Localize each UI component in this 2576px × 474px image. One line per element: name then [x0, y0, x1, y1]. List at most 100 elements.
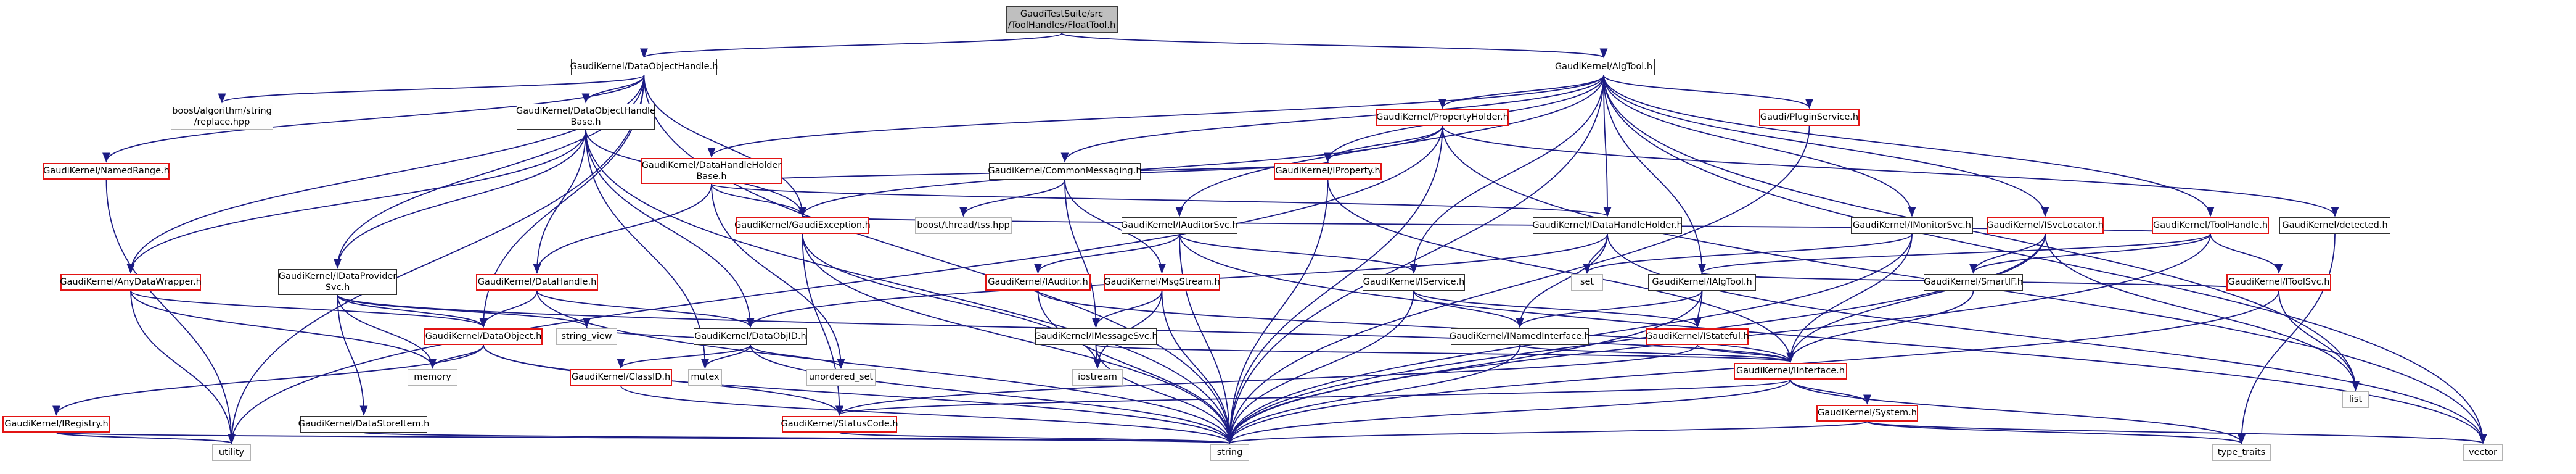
graph-node-datahandle[interactable]: GaudiKernel/DataHandle.h: [476, 274, 598, 291]
include-edge: [1698, 233, 2211, 274]
graph-node-dataobjecthandlebase[interactable]: GaudiKernel/DataObjectHandle Base.h: [516, 104, 655, 130]
include-edge: [620, 385, 1234, 444]
include-edge: [617, 344, 751, 369]
include-edge: [1034, 233, 1180, 274]
include-edge: [1064, 179, 1166, 274]
include-edge: [2210, 233, 2283, 274]
graph-node-smartif[interactable]: GaudiKernel/SmartIF.h: [1924, 274, 2023, 291]
include-edge: [1786, 290, 1974, 363]
include-edge: [55, 432, 236, 444]
include-edge: [337, 294, 437, 369]
include-edge: [1095, 344, 1234, 444]
graph-node-namedrange[interactable]: GaudiKernel/NamedRange.h: [43, 163, 170, 180]
include-edge: [1061, 33, 1607, 59]
include-edge: [1226, 290, 1703, 444]
include-edge: [533, 129, 586, 274]
include-edge: [1226, 125, 1810, 444]
graph-node-unordered_set[interactable]: unordered_set: [806, 369, 876, 386]
include-edge: [536, 290, 1234, 444]
graph-node-datahandleholderbase[interactable]: GaudiKernel/DataHandleHolder Base.h: [641, 158, 782, 184]
include-edge: [1409, 75, 1604, 274]
include-edge: [585, 129, 709, 369]
include-edge: [1866, 421, 2246, 444]
include-edge: [1226, 290, 1414, 444]
graph-node-system[interactable]: GaudiKernel/System.h: [1816, 405, 1918, 422]
graph-node-anydatawrapper[interactable]: GaudiKernel/AnyDataWrapper.h: [60, 274, 202, 291]
include-edge: [800, 215, 2211, 235]
graph-node-iservice[interactable]: GaudiKernel/IService.h: [1363, 274, 1465, 291]
include-edge: [643, 75, 806, 217]
include-edge: [1697, 344, 1795, 363]
graph-node-toolhandle[interactable]: GaudiKernel/ToolHandle.h: [2152, 217, 2269, 234]
graph-node-vector[interactable]: vector: [2463, 444, 2503, 461]
graph-node-utility[interactable]: utility: [212, 444, 251, 461]
graph-node-string_view[interactable]: string_view: [556, 328, 617, 345]
graph-node-commonmessaging[interactable]: GaudiKernel/CommonMessaging.h: [988, 163, 1142, 180]
graph-node-detected[interactable]: GaudiKernel/detected.h: [2279, 217, 2390, 234]
include-edge: [52, 344, 484, 416]
include-edge: [581, 75, 645, 104]
include-edge: [1516, 290, 1703, 328]
graph-node-dataobjecthandle[interactable]: GaudiKernel/DataObjectHandle.h: [570, 59, 718, 75]
include-edge: [1786, 233, 1913, 363]
include-edge: [585, 129, 755, 328]
graph-node-statuscode[interactable]: GaudiKernel/StatusCode.h: [781, 416, 898, 433]
graph-node-gaudiexception[interactable]: GaudiKernel/GaudiException.h: [734, 217, 871, 234]
graph-node-iinterface[interactable]: GaudiKernel/IInterface.h: [1734, 363, 1847, 380]
graph-node-iauditorsvc[interactable]: GaudiKernel/IAuditorSvc.h: [1121, 217, 1238, 234]
graph-node-floattool[interactable]: GaudiTestSuite/src /ToolHandles/FloatToo…: [1006, 6, 1118, 33]
include-edge: [1790, 379, 1871, 405]
graph-node-mutex[interactable]: mutex: [688, 369, 722, 386]
graph-node-datastoreitem[interactable]: GaudiKernel/DataStoreItem.h: [298, 416, 429, 433]
graph-node-classid[interactable]: GaudiKernel/ClassID.h: [570, 369, 672, 386]
include-edge: [228, 75, 645, 444]
graph-node-inamedinterface[interactable]: GaudiKernel/INamedInterface.h: [1450, 328, 1590, 345]
graph-node-memory[interactable]: memory: [408, 369, 457, 386]
include-edge: [536, 290, 755, 328]
graph-node-dataobject[interactable]: GaudiKernel/DataObject.h: [424, 328, 543, 345]
graph-node-algtool[interactable]: GaudiKernel/AlgTool.h: [1553, 59, 1655, 75]
include-edge: [1037, 290, 1795, 363]
graph-node-msgstream[interactable]: GaudiKernel/MsgStream.h: [1104, 274, 1220, 291]
include-edge: [2238, 233, 2336, 444]
include-edge: [1324, 125, 1443, 163]
include-edge: [1603, 75, 1916, 217]
graph-node-itoolsvc[interactable]: GaudiKernel/IToolSvc.h: [2226, 274, 2331, 291]
graph-node-iproperty[interactable]: GaudiKernel/IProperty.h: [1274, 163, 1382, 180]
graph-node-dataobjid[interactable]: GaudiKernel/DataObjID.h: [694, 328, 807, 345]
include-edge: [1866, 421, 2487, 444]
graph-node-idatahandleholder[interactable]: GaudiKernel/IDataHandleHolder.h: [1532, 217, 1683, 234]
include-edge: [1092, 290, 1163, 328]
include-edge: [363, 432, 1233, 444]
graph-node-isvclocator[interactable]: GaudiKernel/ISvcLocator.h: [1987, 217, 2104, 234]
graph-node-istateful[interactable]: GaudiKernel/IStateful.h: [1646, 328, 1749, 345]
graph-node-boosttss[interactable]: boost/thread/tss.hpp: [915, 217, 1012, 234]
graph-node-iauditor[interactable]: GaudiKernel/IAuditor.h: [985, 274, 1091, 291]
include-edge: [1413, 290, 1524, 328]
include-edge: [218, 75, 645, 104]
include-edge: [1583, 233, 1913, 274]
graph-node-imessagesvc[interactable]: GaudiKernel/IMessageSvc.h: [1034, 328, 1158, 345]
include-edge: [1969, 233, 2211, 274]
graph-node-string_node[interactable]: string: [1210, 444, 1249, 461]
include-edge: [130, 290, 488, 328]
include-edge: [337, 294, 591, 328]
include-edge: [429, 344, 484, 369]
include-edge: [1603, 75, 1612, 217]
include-edge: [2045, 233, 2360, 391]
graph-node-boostreplace[interactable]: boost/algorithm/string /replace.hpp: [171, 104, 273, 130]
include-edge: [1603, 75, 2215, 217]
graph-node-ialgtool[interactable]: GaudiKernel/IAlgTool.h: [1648, 274, 1756, 291]
graph-node-imonitorsvc[interactable]: GaudiKernel/IMonitorSvc.h: [1851, 217, 1973, 234]
include-edge: [1790, 379, 2246, 444]
graph-node-pluginservice[interactable]: Gaudi/PluginService.h: [1759, 109, 1860, 126]
graph-node-iostream[interactable]: iostream: [1072, 369, 1123, 386]
include-edge: [1161, 290, 1234, 444]
graph-node-set_node[interactable]: set: [1571, 274, 1603, 291]
graph-node-iregistry[interactable]: GaudiKernel/IRegistry.h: [2, 416, 110, 433]
graph-node-propertyholder[interactable]: GaudiKernel/PropertyHolder.h: [1376, 109, 1509, 126]
graph-node-idataprovidersvc[interactable]: GaudiKernel/IDataProvider Svc.h: [278, 269, 397, 295]
graph-node-list[interactable]: list: [2342, 391, 2369, 408]
graph-node-type_traits[interactable]: type_traits: [2212, 444, 2271, 461]
